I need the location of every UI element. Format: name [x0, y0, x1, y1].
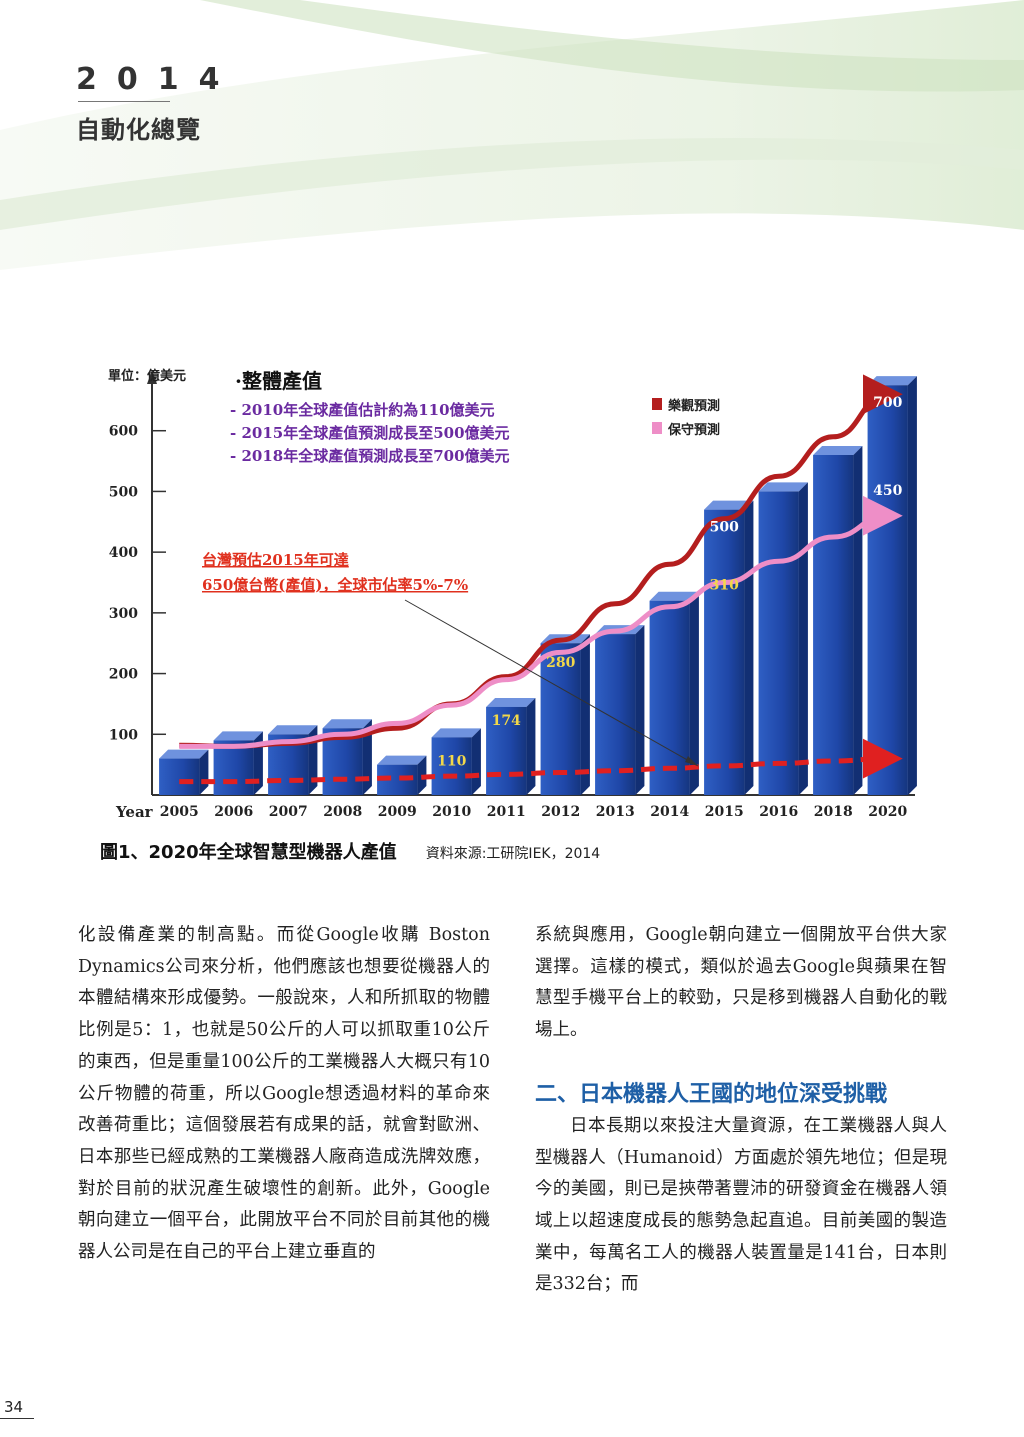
- bar-top-face: [377, 755, 427, 765]
- bar-top-face: [159, 749, 209, 759]
- x-tick-label: 2006: [214, 804, 253, 820]
- y-axis-unit: 單位：億美元: [108, 368, 186, 384]
- x-tick-label: 2020: [868, 804, 907, 820]
- bar: [867, 385, 908, 795]
- header-title: 自動化總覽: [76, 116, 201, 144]
- y-tick-label: 300: [109, 606, 138, 622]
- left-column: 化設備產業的制高點。而從Google收購 Boston Dynamics公司來分…: [78, 920, 490, 1269]
- bar-side-face: [907, 376, 917, 795]
- bar: [159, 758, 200, 795]
- section-heading: 二、日本機器人王國的地位深受挑戰: [535, 1081, 888, 1107]
- y-axis-arrow: [147, 370, 157, 384]
- callout-line: 台灣預估2015年可達: [202, 551, 349, 569]
- bar: [540, 643, 581, 795]
- bar-value-label: 450: [873, 483, 902, 499]
- annotation-line: - 2010年全球產值估計約為110億美元: [230, 401, 495, 419]
- bar-side-face: [580, 634, 590, 795]
- bar-top-face: [486, 697, 536, 707]
- figure-caption: 圖1、2020年全球智慧型機器人產值 資料來源:工研院IEK，2014: [100, 838, 900, 864]
- bar-side-face: [744, 500, 754, 795]
- x-tick-label: 2016: [759, 804, 798, 820]
- bar: [758, 491, 799, 795]
- x-tick-label: 2009: [378, 804, 417, 820]
- bar-side-face: [526, 697, 536, 795]
- y-tick-label: 100: [109, 727, 138, 743]
- robot-output-chart: 100 200 300 400 500 600 2005 2006 2007 2008 2009 20…: [108, 368, 917, 821]
- bar: [649, 600, 690, 795]
- legend-swatch-conservative: [652, 422, 662, 434]
- series-line-taiwan: [179, 738, 903, 785]
- bar-side-face: [853, 446, 863, 795]
- y-tick-label: 400: [109, 545, 138, 561]
- legend-label: 保守預測: [667, 422, 720, 438]
- x-tick-label: 2013: [596, 804, 635, 820]
- x-tick-label: 2005: [160, 804, 199, 820]
- bar-side-face: [471, 728, 481, 795]
- x-tick-label: 2015: [705, 804, 744, 820]
- bar-side-face: [362, 719, 372, 795]
- annotation-line: - 2018年全球產值預測成長至700億美元: [230, 447, 510, 465]
- x-tick-label: 2014: [650, 804, 689, 820]
- bar-value-label: 500: [710, 520, 739, 536]
- series-line-conservative: [179, 495, 903, 749]
- body-paragraph: 化設備產業的制高點。而從Google收購 Boston Dynamics公司來分…: [78, 925, 490, 1263]
- callout-pointer-head: [685, 756, 698, 766]
- bar-value-label: 174: [492, 713, 521, 729]
- bar: [704, 509, 745, 795]
- bar: [486, 706, 527, 795]
- bar: [431, 737, 472, 795]
- bar-side-face: [253, 731, 263, 795]
- x-tick-label: 2010: [432, 804, 471, 820]
- figure-title: 圖1、2020年全球智慧型機器人產值: [100, 842, 397, 863]
- y-tick-label: 200: [109, 667, 138, 683]
- body-paragraph: 系統與應用，Google朝向建立一個開放平台供大家選擇。這樣的模式，類似於過去G…: [535, 925, 947, 1041]
- bar-top-face: [704, 500, 754, 510]
- x-tick-label: 2018: [814, 804, 853, 820]
- body-paragraph: 日本長期以來投注大量資源，在工業機器人與人型機器人（Humanoid）方面處於領…: [535, 1115, 947, 1295]
- legend-swatch-optimistic: [652, 398, 662, 410]
- bar: [213, 740, 254, 795]
- bar-top-face: [758, 482, 808, 492]
- x-tick-label: 2011: [487, 804, 526, 820]
- page-number: 34: [4, 1398, 24, 1416]
- bar-value-label: 110: [437, 753, 466, 769]
- figure-source: 資料來源:工研院IEK，2014: [425, 846, 601, 862]
- annotation-title: ·整體產值: [235, 369, 322, 393]
- y-tick-label: 600: [109, 424, 138, 440]
- header-year: 2014: [76, 62, 240, 97]
- right-column: 系統與應用，Google朝向建立一個開放平台供大家選擇。這樣的模式，類似於過去G…: [535, 920, 947, 1301]
- legend-label: 樂觀預測: [668, 398, 720, 414]
- bar-top-face: [322, 719, 372, 729]
- callout-pointer: [404, 599, 699, 767]
- bar-value-label: 700: [873, 395, 902, 411]
- header-divider: [78, 101, 170, 102]
- bar-side-face: [689, 591, 699, 795]
- x-axis-title: Year: [115, 803, 154, 821]
- annotation-line: - 2015年全球產值預測成長至500億美元: [230, 424, 510, 442]
- bar-top-face: [268, 725, 318, 735]
- header-decoration: [0, 0, 1024, 270]
- bar-side-face: [635, 625, 645, 795]
- callout-line: 650億台幣(產值)，全球市佔率5%-7%: [202, 576, 468, 594]
- bar-top-face: [431, 728, 481, 738]
- page-number-rule: [0, 1418, 34, 1419]
- bar-top-face: [813, 446, 863, 455]
- bar-top-face: [213, 731, 263, 741]
- bar-side-face: [798, 482, 808, 795]
- x-tick-label: 2007: [269, 804, 308, 820]
- bar-value-label: 280: [546, 655, 575, 671]
- y-tick-label: 500: [109, 484, 138, 500]
- bar-value-label: 310: [710, 578, 739, 594]
- bar-top-face: [649, 591, 699, 601]
- x-tick-label: 2012: [541, 804, 580, 820]
- x-tick-label: 2008: [323, 804, 362, 820]
- bar: [813, 455, 854, 795]
